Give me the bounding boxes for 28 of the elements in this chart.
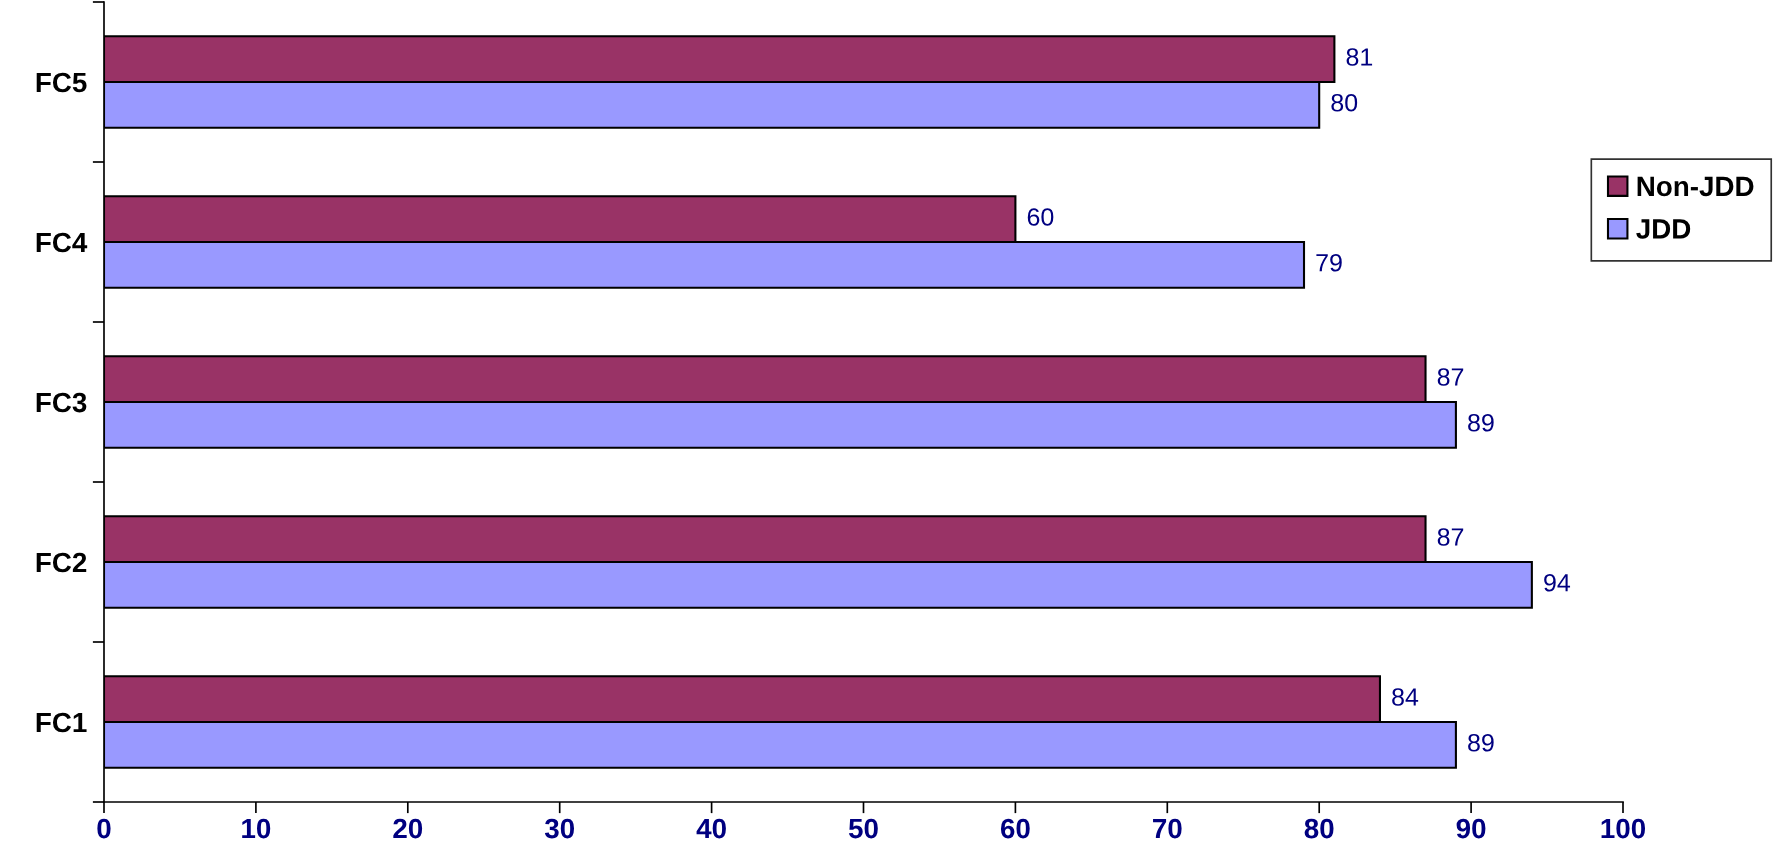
legend-label: Non-JDD — [1637, 176, 1754, 197]
y-tick-label: FC1 — [36, 712, 87, 733]
x-tick-label: 10 — [242, 818, 271, 839]
data-label: 94 — [1544, 573, 1571, 592]
y-tick-label: FC5 — [36, 72, 87, 93]
data-label: 87 — [1437, 368, 1464, 386]
data-label: 60 — [1027, 208, 1054, 226]
data-label: 79 — [1316, 253, 1342, 272]
x-tick-label: 100 — [1601, 818, 1646, 839]
x-tick-label: 20 — [393, 818, 423, 839]
data-label: 80 — [1331, 93, 1358, 112]
x-tick-label: 30 — [544, 818, 575, 839]
data-label: 89 — [1468, 733, 1494, 752]
x-tick-label: 40 — [696, 818, 726, 839]
y-tick-label: FC3 — [36, 392, 87, 413]
legend-label: JDD — [1636, 219, 1691, 239]
data-label: 84 — [1392, 688, 1419, 706]
x-tick-label: 80 — [1304, 818, 1334, 839]
y-tick-label: FC2 — [36, 552, 87, 573]
x-tick-label: 60 — [1000, 818, 1030, 839]
data-label: 87 — [1437, 528, 1464, 546]
data-label: 89 — [1468, 413, 1494, 432]
x-tick-label: 0 — [97, 818, 111, 839]
x-tick-label: 90 — [1456, 818, 1486, 839]
y-tick-label: FC4 — [36, 232, 88, 253]
x-tick-label: 70 — [1153, 818, 1182, 839]
x-tick-label: 50 — [848, 818, 878, 839]
data-label: 81 — [1346, 48, 1373, 66]
